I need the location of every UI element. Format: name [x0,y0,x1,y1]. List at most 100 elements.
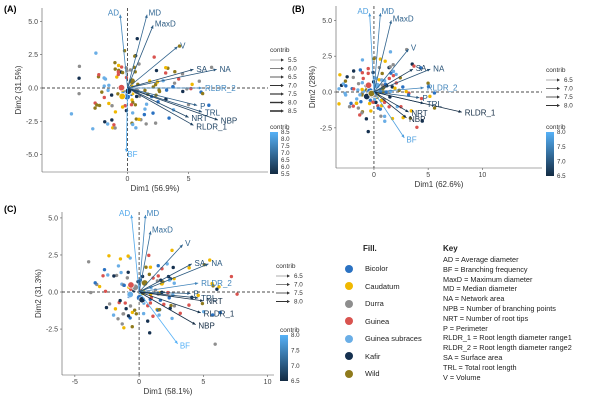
variable-label: MD [382,7,395,16]
observation-point [107,101,111,106]
fill-legend-item: Durra [345,295,422,313]
group-centroid [117,84,125,92]
observation-point [109,93,114,97]
variable-label: NBP [221,117,237,126]
observation-point [170,316,174,321]
x-tick-label: 0 [137,379,141,386]
observation-point [356,81,361,86]
observation-point [153,121,158,125]
observation-point [354,101,359,105]
variable-label: TRL [205,109,221,118]
fill-legend-item: Caudatum [345,278,422,296]
arrow-legend-label: 6.0 [288,66,297,73]
variable-label: RLDR_1 [204,309,235,318]
observation-point [100,90,104,94]
biplot-panel: (C) -2.5 0.0 2.5 5.0 -5 0 5 10 Dim1 (58.1%) Dim2 (… [4,204,303,396]
observation-point [419,96,424,101]
arrow-legend-arrowhead [281,66,284,71]
observation-point [170,248,174,253]
observation-point [118,298,122,303]
observation-point [345,75,349,79]
key-item: MD = Median diameter [443,284,518,294]
observation-point [358,113,362,117]
variable-vector-arrowhead [405,49,409,53]
variable-vector-arrowhead [214,117,218,121]
variable-vector [373,48,409,93]
variable-label: MD [147,209,160,218]
variable-vector-arrowhead [124,148,128,152]
observation-point [97,103,102,108]
observation-point [382,114,387,119]
observation-point [137,62,141,66]
key-item: AD = Average diameter [443,255,519,264]
variable-vector [138,291,178,345]
variable-vector [373,68,414,93]
group-label: Wild [365,369,380,379]
variable-vector-arrowhead [190,68,194,72]
variable-vector [138,263,209,293]
colorbar-tick-label: 7.0 [281,150,290,157]
variable-vector [373,13,381,93]
observation-point [95,103,99,107]
variable-label: NBP [409,115,425,124]
x-tick-label: 0 [372,172,376,179]
variable-label: NRT [206,297,222,306]
observation-point [102,76,106,80]
y-tick-label: -2.5 [26,119,38,126]
observation-point [360,58,365,62]
panel-label: (A) [4,4,17,14]
variable-vector [373,91,420,99]
observation-point [368,98,373,102]
variable-vector [130,214,140,293]
observation-point [126,314,131,318]
observation-point [173,70,177,74]
arrow-legend-label: 8.0 [564,103,573,110]
group-centroid [126,290,134,298]
observation-point [352,87,356,91]
observation-point [116,72,121,77]
arrow-legend-arrowhead [281,100,284,105]
variable-label: BF [406,136,416,145]
observation-point [118,257,123,261]
colorbar-tick-label: 6.5 [281,157,290,164]
observation-point [130,310,135,315]
variable-vector-arrowhead [174,340,178,344]
observation-point [172,304,177,308]
observation-point [341,82,346,86]
observation-point [102,267,107,272]
group-color-dot [345,317,353,326]
observation-point [144,102,149,106]
observation-point [187,266,191,270]
observation-point [116,70,121,74]
variable-vector [373,87,424,93]
observation-point [77,64,82,69]
y-tick-label: 0.0 [322,90,332,97]
variable-label: P [193,290,198,299]
arrow-legend-label: 6.5 [288,74,297,81]
variable-vector-arrowhead [118,14,123,18]
observation-point [115,75,119,79]
key-item: BF = Branching frequency [443,264,528,274]
colorbar [270,132,278,174]
y-axis-label: Dim2 (31.5%) [14,65,23,114]
observation-point [418,66,423,70]
observation-point [361,76,365,81]
variable-vector-arrowhead [409,69,413,72]
observation-point [134,126,138,130]
observation-point [355,97,359,101]
variable-vector-arrowhead [198,109,203,113]
fill-legend-item: Wild [345,365,422,383]
colorbar-tick-label: 7.5 [557,144,566,151]
key-item: SA = Surface area [443,352,503,362]
observation-point [372,97,377,102]
observation-point [201,309,206,314]
colorbar-tick-label: 6.5 [557,173,566,180]
variable-vector-arrowhead [197,310,201,314]
panel-label: (B) [292,4,305,14]
observation-point [107,302,112,306]
colorbar [546,132,554,176]
arrow-legend-arrowhead [557,86,560,91]
observation-point [209,65,214,70]
x-axis-label: Dim1 (58.1%) [144,387,193,396]
arrow-legend-arrowhead [281,58,284,62]
